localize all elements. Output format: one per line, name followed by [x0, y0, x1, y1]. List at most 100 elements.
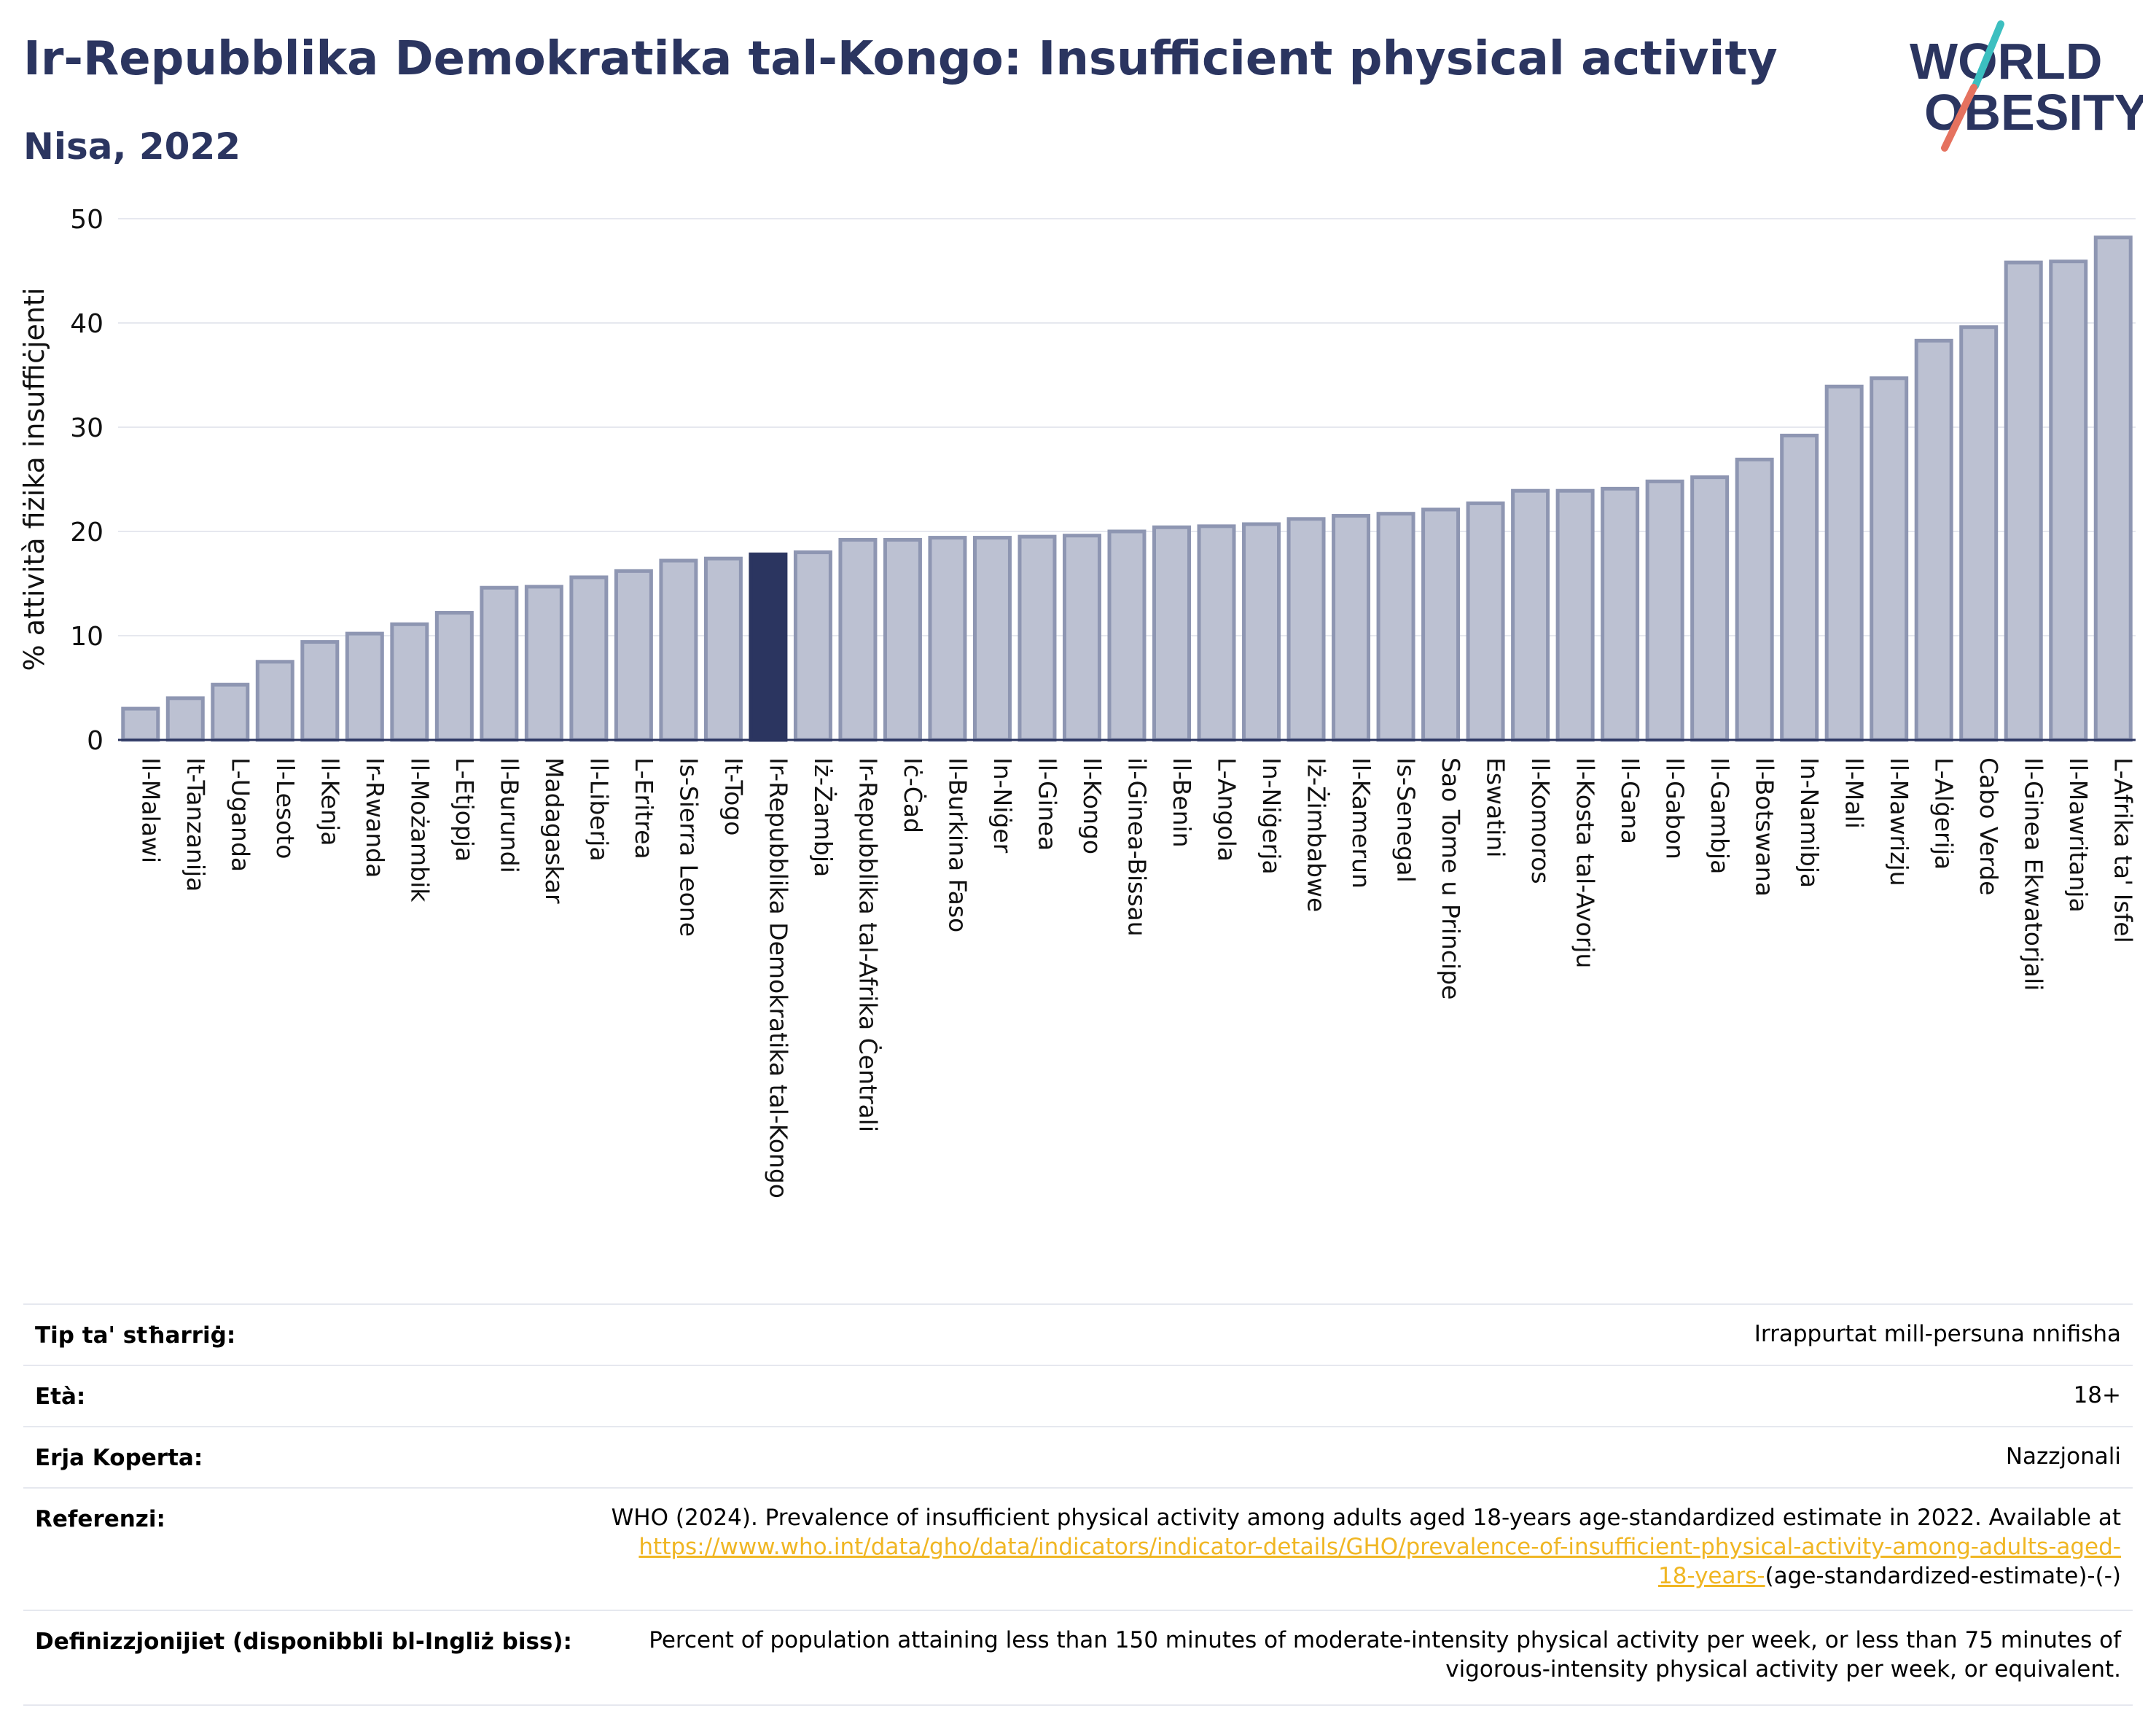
bar [2049, 260, 2088, 742]
x-tick-label: In-Niġer [988, 757, 1017, 854]
x-tick-label: L-Alġerija [1930, 757, 1958, 870]
meta-row-definitions: Definizzjonijiet (disponibbli bl-Ingliż … [23, 1610, 2133, 1706]
x-tick-label: Il-Kongo [1078, 757, 1106, 854]
x-tick-label: Iż-Żimbabwe [1302, 757, 1331, 912]
bar [928, 536, 967, 742]
bar [1376, 512, 1415, 742]
x-tick-label: Madagaskar [540, 757, 569, 904]
x-tick-label: Cabo Verde [1975, 757, 2003, 895]
bar [1286, 517, 1326, 742]
y-axis-label: % attività fiżika insuffiċjenti [18, 288, 50, 671]
x-tick-label: Il-Kenja [316, 757, 344, 846]
bar [434, 611, 474, 742]
logo-line2: OBESITY [1924, 84, 2143, 141]
bar [1735, 457, 1774, 742]
logo-line1: WORLD [1910, 33, 2102, 90]
x-tick-label: Il-Ginea [1033, 757, 1061, 851]
x-axis-labels: Il-Malawi It-Tanzanija L-Uganda Il-Lesoto Il… [136, 757, 2137, 1198]
reference-link[interactable]: https://www.who.int/data/gho/data/indica… [638, 1534, 2121, 1560]
bar [480, 585, 519, 742]
x-tick-label: Sao Tome u Principe [1437, 757, 1465, 999]
bar [1601, 486, 1640, 742]
reference-link-cont[interactable]: 18-years- [1657, 1563, 1765, 1589]
x-tick-label: Il-Komoros [1526, 757, 1555, 884]
y-tick-label: 50 [70, 205, 103, 235]
bars [121, 235, 2133, 742]
bar [1152, 525, 1192, 742]
x-tick-label: Il-Liberja [585, 757, 613, 862]
x-tick-label: Il-Możambik [405, 757, 434, 902]
bar [165, 696, 205, 742]
y-tick-label: 0 [87, 726, 103, 756]
bar [793, 550, 832, 742]
x-tick-label: Ir-Repubblika Demokratika tal-Kongo [764, 757, 792, 1198]
x-tick-label: Is-Sierra Leone [674, 757, 703, 937]
bar [972, 536, 1012, 742]
x-tick-label: Is-Senegal [1392, 757, 1421, 883]
x-tick-label: Il-Burundi [495, 757, 523, 873]
bar [121, 706, 160, 742]
bar [300, 640, 340, 742]
x-tick-label: Iż-Żambja [809, 757, 837, 877]
meta-value: Nazzjonali [2005, 1443, 2121, 1470]
x-tick-label: L-Eritrea [630, 757, 658, 859]
bar [1197, 524, 1236, 742]
meta-row-references: Referenzi: WHO (2024). Prevalence of ins… [23, 1487, 2133, 1610]
y-axis-ticks: 0 10 20 30 40 50 [70, 205, 103, 756]
metadata-table: Tip ta' stħarriġ: Irrappurtat mill-persu… [23, 1303, 2133, 1706]
x-tick-label: Eswatini [1482, 757, 1510, 857]
meta-row-age: Età: 18+ [23, 1365, 2133, 1426]
bar [255, 660, 294, 742]
x-tick-label: Il-Kamerun [1347, 757, 1375, 889]
x-tick-label: In-Niġerja [1257, 757, 1286, 875]
x-tick-label: It-Togo [719, 757, 748, 835]
bar [1107, 529, 1147, 742]
bar [524, 585, 563, 742]
x-tick-label: Il-Ginea Ekwatorjali [2020, 757, 2048, 991]
x-tick-label: Ir-Rwanda [361, 757, 389, 878]
bar [390, 622, 429, 742]
definition-line: vigorous-intensity physical activity per… [1445, 1656, 2121, 1683]
y-tick-label: 10 [70, 622, 103, 652]
bar [1332, 514, 1371, 742]
meta-row-area: Erja Koperta: Nazzjonali [23, 1426, 2133, 1487]
bar [1466, 501, 1505, 742]
x-tick-label: Il-Mali [1840, 757, 1869, 829]
x-tick-label: L-Angola [1213, 757, 1241, 862]
reference-tail: (age-standardized-estimate)-(-) [1765, 1563, 2121, 1589]
x-tick-label: L-Afrika ta' Isfel [2109, 757, 2138, 943]
meta-value: Irrappurtat mill-persuna nnifisha [1754, 1321, 2121, 1347]
meta-key: Età: [35, 1384, 86, 1410]
chart-subtitle: Nisa, 2022 [23, 125, 241, 168]
bar [659, 558, 698, 742]
bar [1645, 479, 1684, 742]
x-tick-label: Il-Malawi [136, 757, 165, 863]
meta-row-survey: Tip ta' stħarriġ: Irrappurtat mill-persu… [23, 1303, 2133, 1365]
reference-text: WHO (2024). Prevalence of insufficient p… [611, 1505, 2121, 1531]
y-tick-label: 20 [70, 518, 103, 547]
bar [345, 631, 384, 742]
bar [569, 575, 609, 742]
chart-title: Ir-Repubblika Demokratika tal-Kongo: Ins… [23, 32, 1778, 86]
meta-key: Erja Koperta: [35, 1445, 203, 1471]
x-tick-label: In-Namibja [1795, 757, 1824, 888]
x-tick-label: il-Ginea-Bissau [1123, 757, 1152, 937]
bar [1824, 384, 1864, 742]
bar [1780, 433, 1819, 742]
x-tick-label: L-Etjopja [450, 757, 479, 862]
x-tick-label: Il-Gabon [1661, 757, 1690, 859]
x-tick-label: It-Tanzanija [181, 757, 210, 892]
x-tick-label: Il-Mawritanja [2064, 757, 2093, 913]
x-tick-label: Il-Gambja [1706, 757, 1734, 874]
world-obesity-logo: WORLD OBESITY [1910, 20, 2143, 152]
x-tick-label: Il-Mawrizju [1885, 757, 1913, 886]
meta-key: Definizzjonijiet (disponibbli bl-Ingliż … [35, 1629, 572, 1655]
x-tick-label: Il-Kosta tal-Avorju [1571, 757, 1600, 968]
meta-key: Tip ta' stħarriġ: [35, 1322, 236, 1349]
bar [838, 537, 878, 742]
logo-slash-teal [1972, 20, 2004, 90]
meta-value: Percent of population attaining less tha… [649, 1626, 2121, 1684]
definition-line: Percent of population attaining less tha… [649, 1627, 2121, 1653]
x-tick-label: Il-Lesoto [271, 757, 300, 859]
bar [1511, 488, 1550, 742]
